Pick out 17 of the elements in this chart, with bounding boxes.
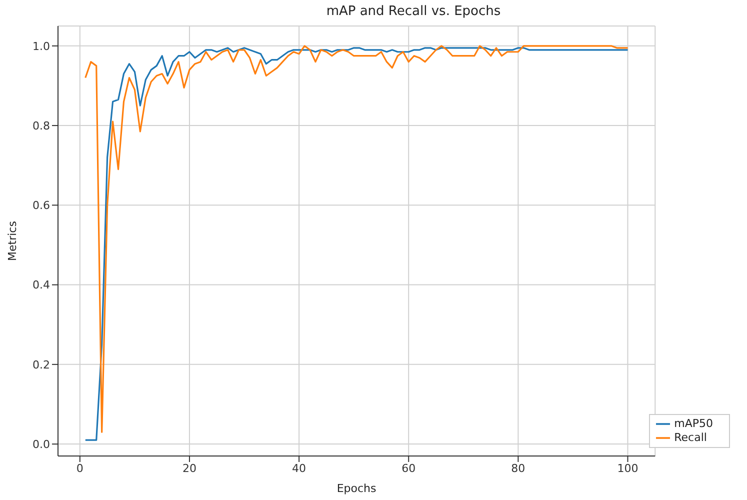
y-tick-label: 0.6 xyxy=(32,199,50,212)
y-tick-label: 0.0 xyxy=(32,438,50,451)
y-tick-label: 0.2 xyxy=(32,358,50,372)
x-tick-label: 20 xyxy=(182,462,196,475)
x-tick-label: 80 xyxy=(511,462,526,475)
x-tick-label: 0 xyxy=(76,462,84,475)
x-tick-label: 100 xyxy=(617,462,638,475)
legend-label: mAP50 xyxy=(674,417,713,430)
x-tick-label: 40 xyxy=(292,462,306,475)
y-tick-label: 1.0 xyxy=(32,40,50,53)
y-axis-title: Metrics xyxy=(6,220,19,261)
y-tick-label: 0.8 xyxy=(32,119,50,132)
y-tick-label: 0.4 xyxy=(32,278,50,292)
x-tick-label: 60 xyxy=(402,462,416,475)
chart-title: mAP and Recall vs. Epochs xyxy=(325,3,502,21)
x-axis-title: Epochs xyxy=(336,482,377,495)
legend-label: Recall xyxy=(674,431,707,444)
